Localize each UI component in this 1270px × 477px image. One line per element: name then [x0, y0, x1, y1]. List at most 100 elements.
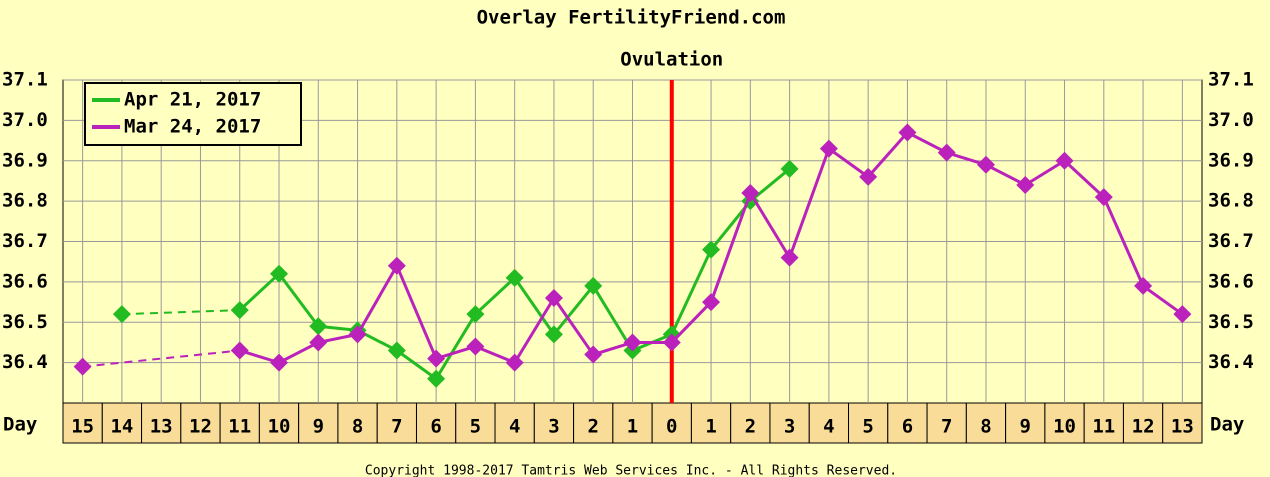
y2-tick-label: 36.5 [1208, 311, 1254, 333]
ovulation-label: Ovulation [620, 49, 723, 71]
x-tick-label: 15 [71, 416, 94, 438]
data-point [702, 240, 721, 259]
category-cell [848, 402, 889, 444]
line-segment [552, 297, 595, 356]
data-point [270, 353, 289, 372]
y-tick-label: 36.8 [2, 190, 48, 212]
y-tick-label: 36.7 [2, 230, 48, 252]
x-tick-label: 1 [705, 416, 716, 438]
category-cell [573, 402, 614, 444]
category-cell [337, 402, 378, 444]
line-segment [670, 301, 713, 344]
data-point [780, 159, 799, 178]
category-cell [769, 402, 810, 444]
data-point [662, 333, 681, 352]
data-point [73, 357, 92, 376]
line-segment [788, 148, 831, 259]
x-tick-label: 9 [313, 416, 324, 438]
y2-tick-label: 36.9 [1208, 149, 1254, 171]
data-point [1134, 276, 1153, 295]
x-tick-label: 9 [1020, 416, 1031, 438]
category-cell [1044, 402, 1085, 444]
line-segment [238, 272, 281, 312]
category-cell [612, 402, 653, 444]
legend [84, 82, 302, 146]
line-segment [474, 276, 516, 316]
data-point [427, 349, 446, 368]
x-tick-label: 13 [1171, 416, 1194, 438]
footer: Copyright 1998-2017 Tamtris Web Services… [365, 464, 897, 477]
x-tick-label: 5 [470, 416, 481, 438]
line-segment [1102, 196, 1145, 287]
data-point [937, 143, 956, 162]
gap-connector [82, 349, 240, 368]
line-segment [591, 285, 634, 352]
x-tick-label: 6 [430, 416, 441, 438]
x-tick-label: 12 [189, 416, 212, 438]
y-tick-label: 36.6 [2, 270, 48, 292]
line-segment [985, 163, 1026, 187]
line-segment [670, 248, 713, 335]
category-cell [1005, 402, 1046, 444]
x-tick-label: 3 [548, 416, 559, 438]
legend-label: Mar 24, 2017 [124, 116, 261, 138]
x-axis-label: Day [3, 414, 37, 436]
line-segment [513, 297, 556, 364]
x-tick-label: 7 [391, 416, 402, 438]
data-point [623, 333, 642, 352]
category-cell [730, 402, 771, 444]
data-point [976, 155, 995, 174]
y2-tick-label: 36.4 [1208, 351, 1254, 373]
data-point [1094, 188, 1113, 207]
line-segment [749, 167, 791, 203]
x-tick-label: 10 [1053, 416, 1076, 438]
data-point [741, 184, 760, 203]
line-segment [1024, 159, 1066, 187]
data-point [584, 276, 603, 295]
x-tick-label: 8 [980, 416, 991, 438]
data-point [270, 264, 289, 283]
y2-tick-label: 37.0 [1208, 109, 1254, 131]
y-tick-label: 36.4 [2, 351, 48, 373]
data-point [780, 248, 799, 267]
y2-tick-label: 37.1 [1208, 69, 1254, 91]
data-point [859, 167, 878, 186]
x-tick-label: 7 [941, 416, 952, 438]
x-tick-label: 10 [268, 416, 291, 438]
line-segment [395, 265, 438, 360]
x-tick-label: 13 [150, 416, 173, 438]
x-tick-label: 1 [627, 416, 638, 438]
y2-tick-label: 36.6 [1208, 270, 1254, 292]
x-tick-label: 0 [666, 416, 677, 438]
y-tick-label: 37.1 [2, 69, 48, 91]
line-segment [474, 345, 516, 365]
data-point [112, 305, 131, 324]
x-tick-label: 8 [352, 416, 363, 438]
x-tick-label: 2 [745, 416, 756, 438]
x-tick-label: 6 [902, 416, 913, 438]
x-tick-label: 12 [1132, 416, 1155, 438]
data-point [584, 345, 603, 364]
category-cell [651, 402, 692, 444]
category-cell [533, 402, 575, 444]
data-point [819, 139, 838, 158]
data-point [505, 353, 524, 372]
category-cell [298, 402, 339, 444]
line-segment [828, 147, 870, 179]
y2-tick-label: 36.7 [1208, 230, 1254, 252]
line-segment [513, 276, 556, 336]
data-point [1055, 151, 1074, 170]
y-tick-label: 37.0 [2, 109, 48, 131]
line-segment [867, 131, 909, 178]
category-cell [1122, 402, 1164, 444]
line-segment [552, 284, 595, 336]
category-cell [141, 402, 182, 444]
x-tick-label: 5 [862, 416, 873, 438]
category-cell [219, 402, 260, 444]
category-cell [1083, 402, 1124, 444]
x-axis-label: Day [1210, 414, 1244, 436]
data-point [544, 289, 563, 308]
y-tick-label: 36.9 [2, 149, 48, 171]
